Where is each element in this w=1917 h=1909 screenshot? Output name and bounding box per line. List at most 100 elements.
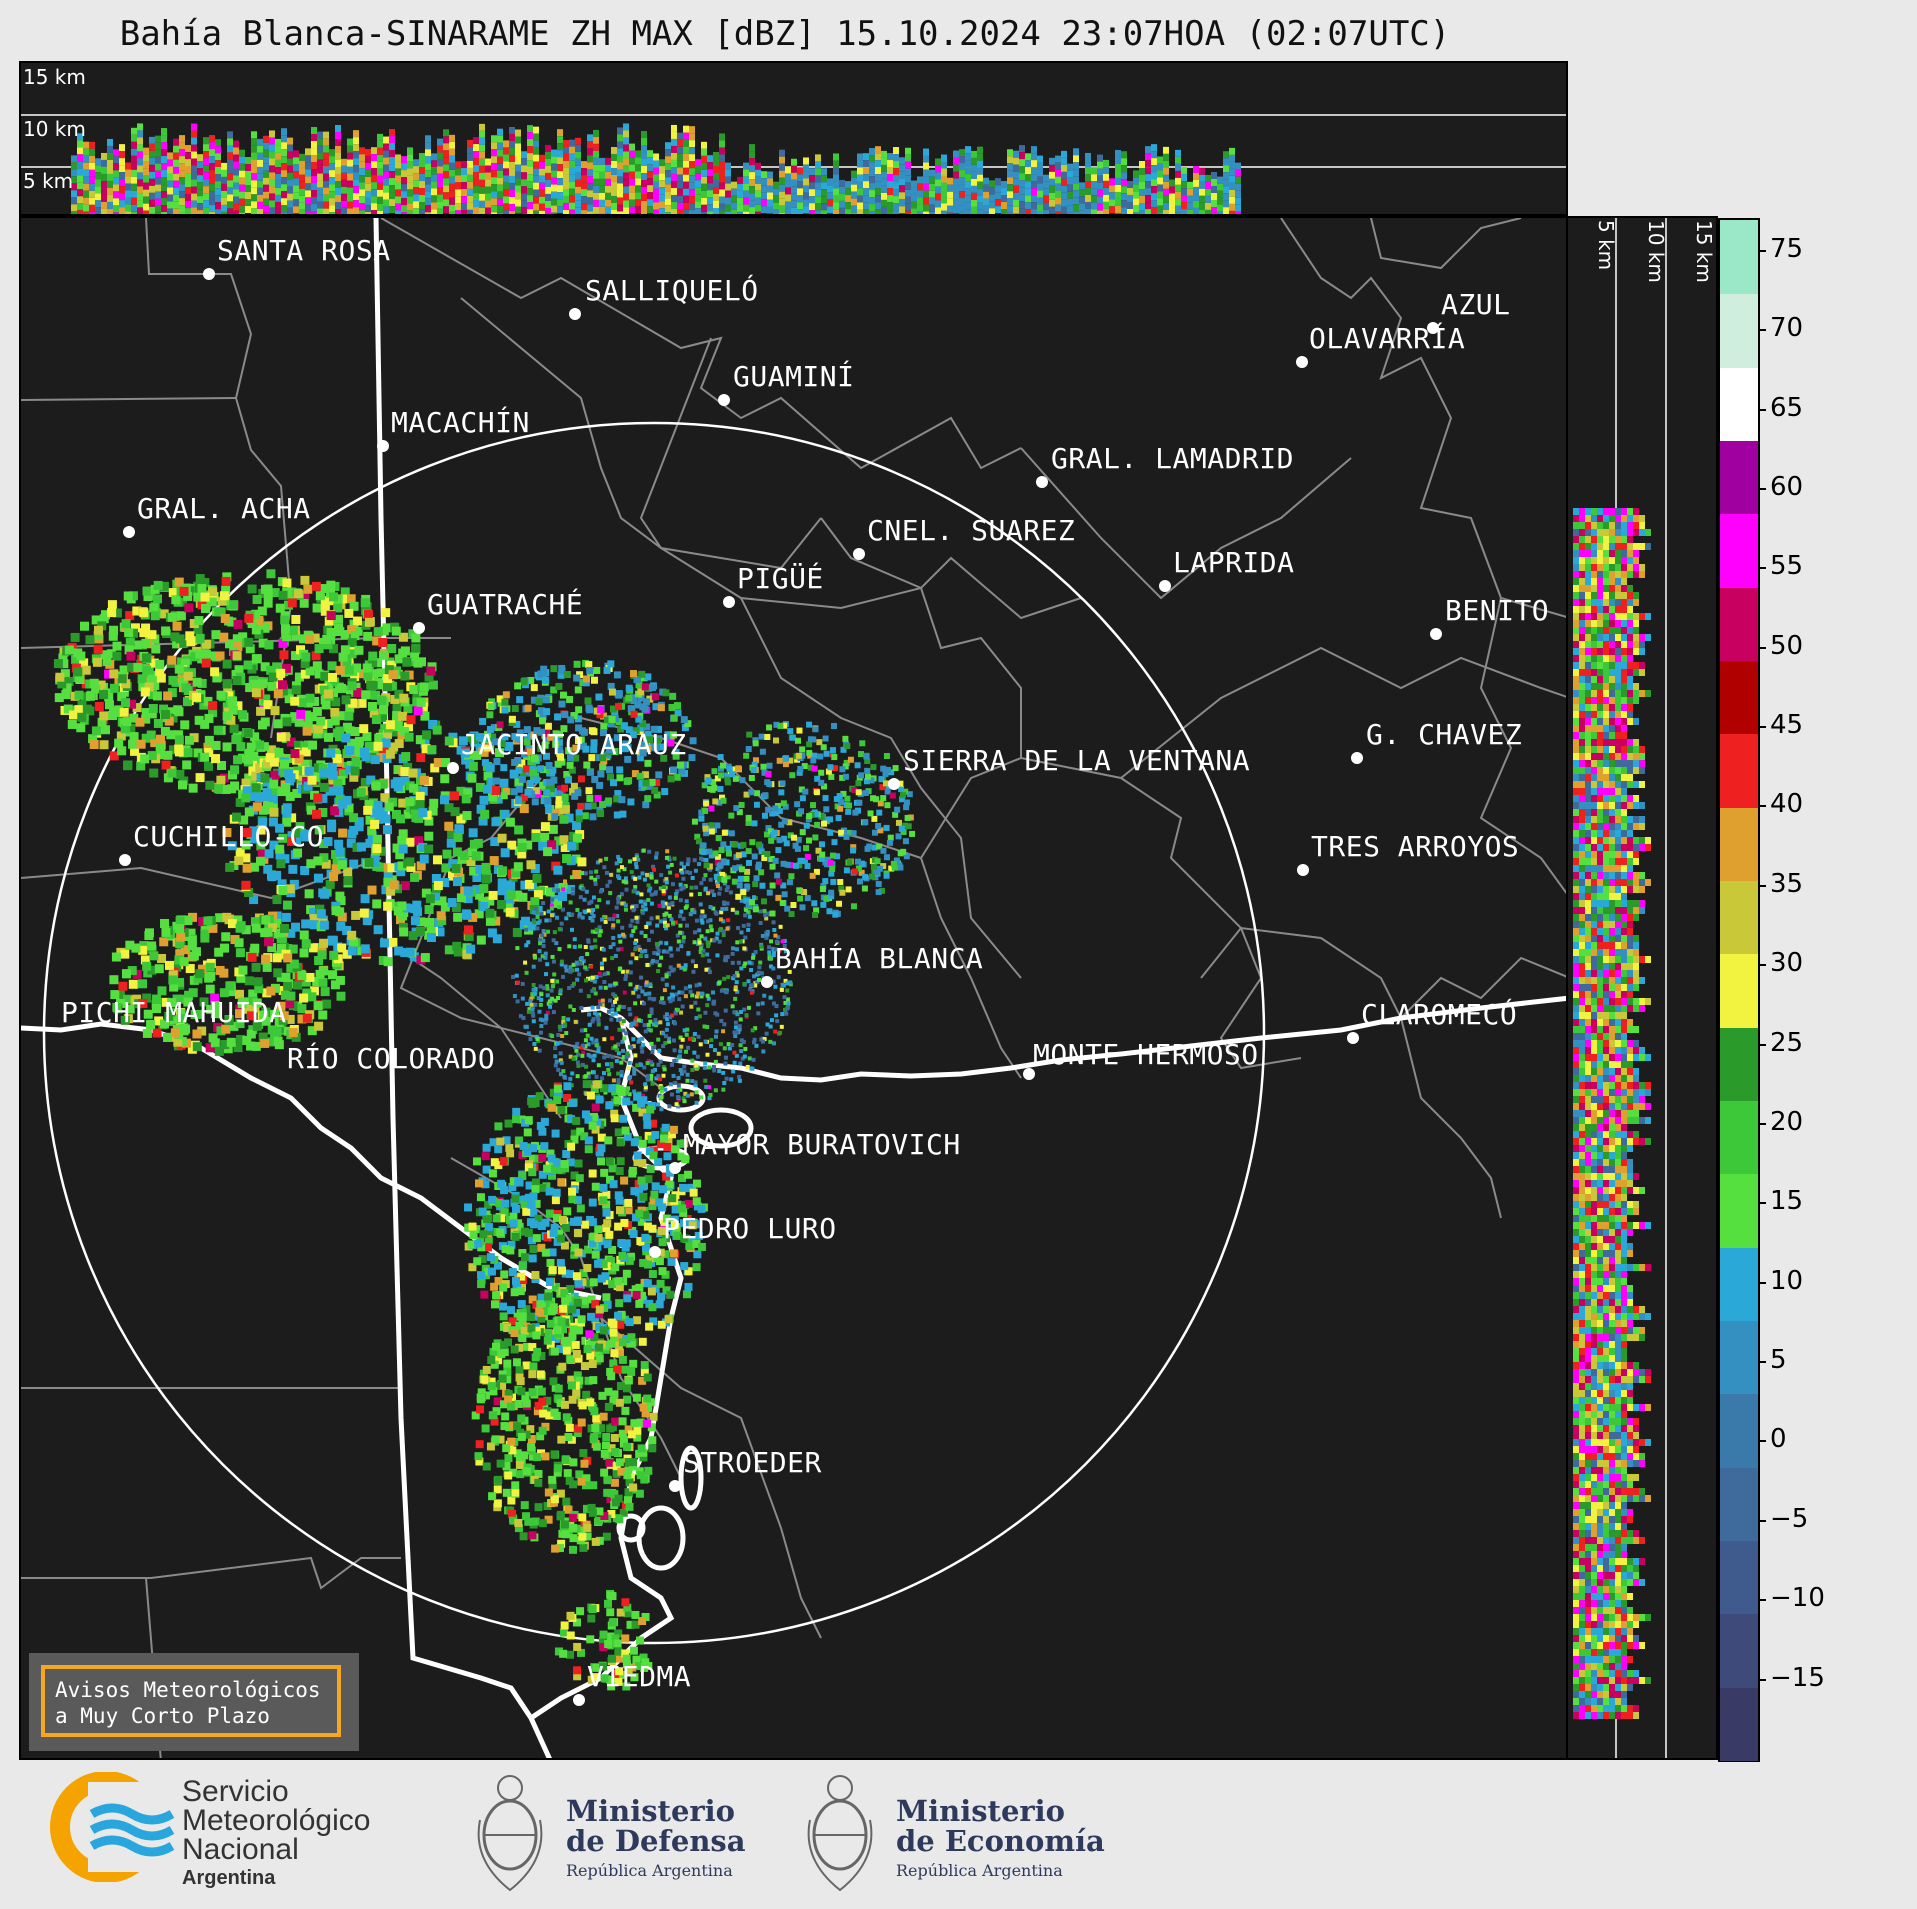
radar-echo-cell <box>712 1068 717 1073</box>
profile-echo-cell <box>701 204 707 212</box>
profile-echo-cell <box>827 206 833 214</box>
profile-echo-cell <box>125 197 131 205</box>
radar-echo-cell <box>242 1004 252 1014</box>
profile-echo-cell <box>1157 205 1163 213</box>
radar-echo-cell <box>752 1040 757 1045</box>
radar-echo-cell <box>406 657 416 667</box>
radar-echo-cell <box>173 705 183 715</box>
radar-echo-cell <box>627 1007 632 1012</box>
radar-echo-cell <box>204 973 214 983</box>
radar-echo-cell <box>333 603 343 613</box>
radar-echo-cell <box>229 724 239 734</box>
radar-echo-cell <box>168 970 178 980</box>
profile-echo-cell <box>521 151 527 159</box>
radar-echo-cell <box>686 1045 691 1050</box>
radar-echo-cell <box>278 686 288 696</box>
profile-echo-cell <box>635 192 641 200</box>
profile-echo-cell <box>419 188 425 196</box>
radar-echo-cell <box>598 985 603 990</box>
profile-echo-cell <box>209 177 215 185</box>
radar-echo-cell <box>642 1065 647 1070</box>
profile-echo-cell <box>491 135 497 143</box>
radar-echo-cell <box>754 1043 759 1048</box>
radar-echo-cell <box>544 918 549 923</box>
radar-echo-cell <box>161 997 171 1007</box>
profile-echo-cell <box>479 200 485 208</box>
profile-echo-cell <box>215 195 221 203</box>
radar-echo-cell <box>456 814 466 824</box>
profile-echo-cell <box>959 205 965 213</box>
profile-echo-cell <box>131 148 137 156</box>
profile-echo-cell <box>377 133 383 141</box>
profile-echo-cell <box>1073 169 1079 177</box>
profile-echo-cell <box>323 173 329 181</box>
radar-echo-cell <box>699 994 704 999</box>
radar-echo-cell <box>300 589 310 599</box>
radar-echo-cell <box>692 1032 697 1037</box>
radar-echo-cell <box>689 1092 694 1097</box>
profile-echo-cell <box>1097 175 1103 183</box>
radar-echo-cell <box>690 1079 695 1084</box>
radar-echo-cell <box>783 978 788 983</box>
radar-echo-cell <box>250 834 260 844</box>
radar-echo-cell <box>177 780 187 790</box>
radar-echo-cell <box>93 625 103 635</box>
profile-echo-cell <box>845 195 851 203</box>
profile-echo-cell <box>233 161 239 169</box>
profile-echo-cell <box>317 194 323 202</box>
profile-echo-cell <box>1019 173 1025 181</box>
radar-echo-cell <box>305 634 315 644</box>
radar-echo-cell <box>638 954 643 959</box>
profile-echo-cell <box>767 192 773 200</box>
radar-echo-cell <box>485 896 495 906</box>
profile-echo-cell <box>671 173 677 181</box>
radar-echo-cell <box>378 779 388 789</box>
radar-echo-cell <box>749 1066 754 1071</box>
radar-echo-cell <box>454 824 464 834</box>
radar-echo-cell <box>410 916 420 926</box>
profile-echo-cell <box>647 178 653 186</box>
profile-echo-cell <box>221 204 227 212</box>
profile-echo-cell <box>299 195 305 203</box>
profile-echo-cell <box>719 182 725 190</box>
radar-echo-cell <box>632 1071 637 1076</box>
profile-echo-cell <box>77 203 83 211</box>
radar-echo-cell <box>370 755 380 765</box>
profile-echo-cell <box>785 180 791 188</box>
radar-echo-cell <box>703 886 708 891</box>
profile-echo-cell <box>1001 181 1007 189</box>
profile-echo-cell <box>677 153 683 161</box>
profile-echo-cell <box>479 165 485 173</box>
profile-echo-cell <box>971 178 977 186</box>
profile-echo-cell <box>347 166 353 174</box>
radar-echo-cell <box>738 1010 743 1015</box>
radar-echo-cell <box>660 996 665 1001</box>
radar-echo-cell <box>735 940 740 945</box>
radar-echo-cell <box>553 1046 558 1051</box>
profile-echo-cell <box>353 144 359 152</box>
radar-echo-cell <box>583 910 588 915</box>
radar-echo-cell <box>299 634 309 644</box>
radar-echo-cell <box>623 976 628 981</box>
radar-echo-cell <box>649 1010 654 1015</box>
radar-echo-cell <box>533 987 538 992</box>
profile-echo-cell <box>683 160 689 168</box>
profile-echo-cell <box>467 209 473 214</box>
profile-echo-cell <box>563 167 569 175</box>
radar-echo-cell <box>645 1061 650 1066</box>
profile-echo-cell <box>305 169 311 177</box>
radar-echo-cell <box>680 1037 685 1042</box>
radar-echo-cell <box>621 932 626 937</box>
radar-echo-cell <box>141 708 151 718</box>
profile-echo-cell <box>389 185 395 193</box>
profile-echo-cell <box>641 194 647 202</box>
radar-echo-cell <box>123 994 133 1004</box>
radar-map[interactable]: SANTA ROSA SALLIQUELÓ GUAMINÍ AZUL OLAVA… <box>19 216 1568 1760</box>
profile-echo-cell <box>1211 206 1217 214</box>
radar-echo-cell <box>762 908 767 913</box>
radar-echo-cell <box>675 889 680 894</box>
profile-echo-cell <box>599 185 605 193</box>
radar-echo-cell <box>125 1004 135 1014</box>
radar-echo-cell <box>251 923 261 933</box>
radar-echo-cell <box>276 668 286 678</box>
